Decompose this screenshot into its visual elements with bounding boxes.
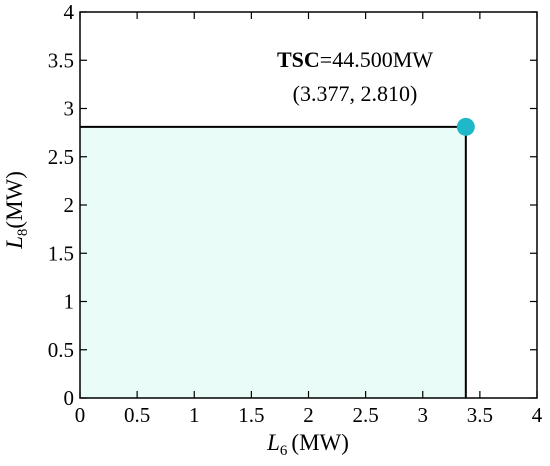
y-axis-title: L8(MW) <box>2 171 31 250</box>
x-tick-label: 2 <box>303 403 314 427</box>
y-tick-label: 3.5 <box>48 48 74 72</box>
tsc-value: =44.500MW <box>320 47 433 72</box>
y-axis-subscript: 8 <box>15 229 31 237</box>
x-tick-label: 4 <box>532 403 543 427</box>
plot-layer: 0 0.5 1 1.5 2 2.5 3 3.5 4 0 0.5 1 1.5 2 2.5 3 3.5 4 <box>48 0 543 427</box>
y-tick-label: 1 <box>64 290 75 314</box>
axis-titles: L6 (MW) L8(MW) <box>2 171 349 459</box>
x-axis-subscript: 6 <box>280 443 288 459</box>
x-tick-label: 0 <box>75 403 86 427</box>
x-axis-unit: (MW) <box>291 430 348 455</box>
y-tick-label: 0 <box>64 386 75 410</box>
feasible-region <box>80 126 466 399</box>
y-tick-label: 4 <box>64 0 75 24</box>
y-tick-label: 3 <box>64 97 75 121</box>
x-tick-label: 0.5 <box>124 403 150 427</box>
x-tick-label: 3 <box>418 403 429 427</box>
x-axis-symbol: L <box>266 430 280 455</box>
x-tick-label: 1 <box>189 403 200 427</box>
tsc-annotation: TSC=44.500MW <box>277 47 433 72</box>
optimal-point <box>456 117 475 136</box>
y-axis-unit: (MW) <box>2 171 27 228</box>
x-tick-label: 2.5 <box>353 403 379 427</box>
y-tick-label: 2 <box>64 193 75 217</box>
y-tick-label: 1.5 <box>48 241 74 265</box>
x-tick-label: 3.5 <box>467 403 493 427</box>
annotation-layer: TSC=44.500MW (3.377, 2.810) <box>277 47 433 106</box>
y-axis-symbol: L <box>2 236 27 250</box>
x-axis-title: L6 (MW) <box>266 430 349 459</box>
point-coords-annotation: (3.377, 2.810) <box>293 81 418 106</box>
y-tick-label: 2.5 <box>48 145 74 169</box>
tsc-label: TSC <box>277 47 320 72</box>
x-tick-label: 1.5 <box>238 403 264 427</box>
y-tick-label: 0.5 <box>48 338 74 362</box>
